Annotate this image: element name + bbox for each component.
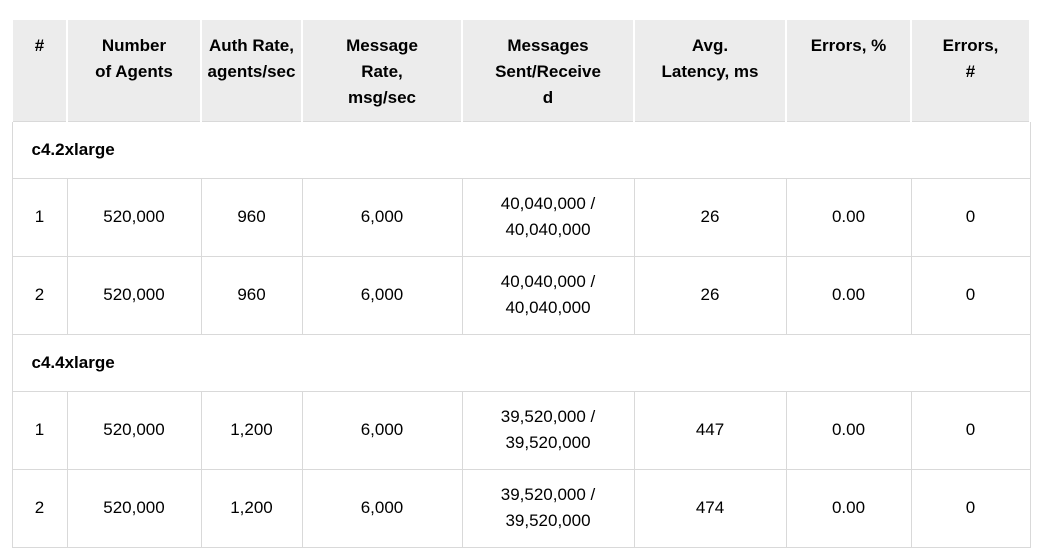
column-header-errors-count: Errors, # bbox=[910, 18, 1031, 122]
cell-number-of-agents: 520,000 bbox=[66, 255, 202, 335]
cell-message-rate: 6,000 bbox=[301, 390, 463, 470]
cell-auth-rate: 960 bbox=[200, 255, 303, 335]
column-header-auth-rate: Auth Rate, agents/sec bbox=[200, 18, 303, 122]
cell-errors-count: 0 bbox=[910, 255, 1031, 335]
cell-message-rate: 6,000 bbox=[301, 177, 463, 257]
column-header-label: Errors, % bbox=[810, 36, 887, 55]
group-label: c4.4xlarge bbox=[11, 333, 1031, 392]
column-header-label: Errors, # bbox=[942, 36, 999, 81]
header-row: # Number of Agents Auth Rate, agents/sec… bbox=[11, 18, 1031, 122]
column-header-number: # bbox=[11, 18, 68, 122]
cell-messages-sent-received: 40,040,000 / 40,040,000 bbox=[461, 255, 635, 335]
column-header-label: Number of Agents bbox=[95, 36, 173, 81]
benchmark-results-table: # Number of Agents Auth Rate, agents/sec… bbox=[11, 18, 1031, 548]
cell-message-rate: 6,000 bbox=[301, 255, 463, 335]
group-row-c4-4xlarge: c4.4xlarge bbox=[11, 333, 1031, 392]
cell-errors-pct: 0.00 bbox=[785, 468, 912, 548]
column-header-errors-pct: Errors, % bbox=[785, 18, 912, 122]
cell-errors-pct: 0.00 bbox=[785, 390, 912, 470]
cell-number-of-agents: 520,000 bbox=[66, 390, 202, 470]
cell-avg-latency: 26 bbox=[633, 255, 787, 335]
cell-avg-latency: 26 bbox=[633, 177, 787, 257]
cell-auth-rate: 1,200 bbox=[200, 468, 303, 548]
cell-number-of-agents: 520,000 bbox=[66, 177, 202, 257]
cell-avg-latency: 474 bbox=[633, 468, 787, 548]
column-header-label: Auth Rate, agents/sec bbox=[207, 36, 296, 81]
cell-errors-pct: 0.00 bbox=[785, 177, 912, 257]
cell-errors-count: 0 bbox=[910, 177, 1031, 257]
cell-errors-pct: 0.00 bbox=[785, 255, 912, 335]
cell-avg-latency: 447 bbox=[633, 390, 787, 470]
table-row: 1 520,000 960 6,000 40,040,000 / 40,040,… bbox=[11, 177, 1031, 257]
column-header-label: Message Rate, msg/sec bbox=[346, 36, 418, 107]
cell-run-number: 1 bbox=[11, 177, 68, 257]
cell-messages-sent-received: 39,520,000 / 39,520,000 bbox=[461, 390, 635, 470]
cell-run-number: 2 bbox=[11, 255, 68, 335]
cell-errors-count: 0 bbox=[910, 390, 1031, 470]
column-header-avg-latency: Avg. Latency, ms bbox=[633, 18, 787, 122]
cell-run-number: 1 bbox=[11, 390, 68, 470]
column-header-label: # bbox=[34, 36, 45, 55]
column-header-label: Messages Sent/Receive d bbox=[495, 36, 601, 107]
cell-messages-sent-received: 39,520,000 / 39,520,000 bbox=[461, 468, 635, 548]
table-row: 2 520,000 960 6,000 40,040,000 / 40,040,… bbox=[11, 255, 1031, 335]
cell-auth-rate: 960 bbox=[200, 177, 303, 257]
cell-errors-count: 0 bbox=[910, 468, 1031, 548]
column-header-label: Avg. Latency, ms bbox=[661, 36, 759, 81]
cell-number-of-agents: 520,000 bbox=[66, 468, 202, 548]
table-row: 2 520,000 1,200 6,000 39,520,000 / 39,52… bbox=[11, 468, 1031, 548]
column-header-messages-sent-received: Messages Sent/Receive d bbox=[461, 18, 635, 122]
cell-run-number: 2 bbox=[11, 468, 68, 548]
column-header-agents: Number of Agents bbox=[66, 18, 202, 122]
group-row-c4-2xlarge: c4.2xlarge bbox=[11, 120, 1031, 179]
cell-message-rate: 6,000 bbox=[301, 468, 463, 548]
table-row: 1 520,000 1,200 6,000 39,520,000 / 39,52… bbox=[11, 390, 1031, 470]
cell-auth-rate: 1,200 bbox=[200, 390, 303, 470]
cell-messages-sent-received: 40,040,000 / 40,040,000 bbox=[461, 177, 635, 257]
group-label: c4.2xlarge bbox=[11, 120, 1031, 179]
column-header-message-rate: Message Rate, msg/sec bbox=[301, 18, 463, 122]
